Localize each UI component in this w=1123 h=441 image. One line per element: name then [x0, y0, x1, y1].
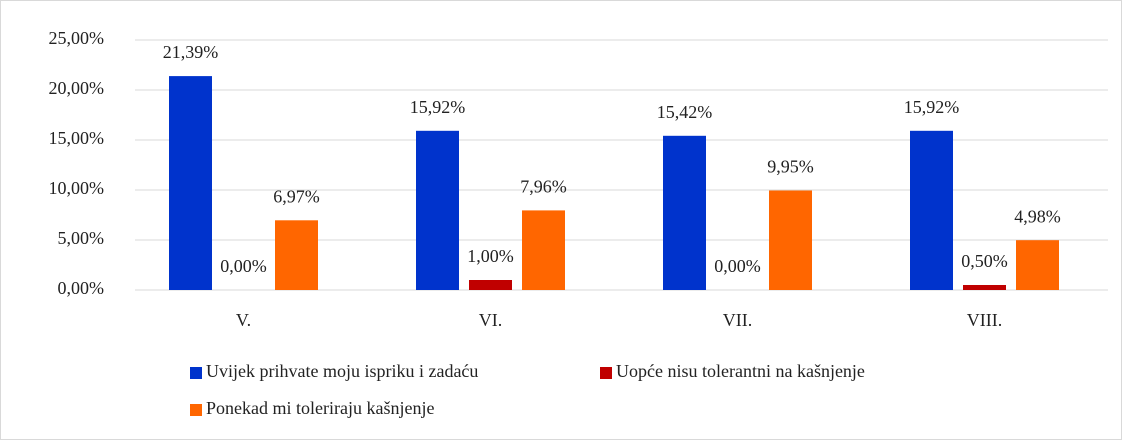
data-label: 15,92% — [410, 97, 466, 117]
legend-label: Ponekad mi toleriraju kašnjenje — [206, 398, 434, 418]
legend-label: Uvijek prihvate moju ispriku i zadaću — [206, 361, 478, 381]
data-label: 1,00% — [467, 246, 514, 266]
data-label: 4,98% — [1014, 206, 1061, 226]
bar — [963, 285, 1006, 290]
legend-swatch — [600, 367, 612, 379]
bar — [1016, 240, 1059, 290]
data-label: 0,50% — [961, 251, 1008, 271]
bar — [416, 130, 459, 290]
y-tick-label: 25,00% — [49, 28, 105, 48]
data-label: 7,96% — [520, 177, 567, 197]
data-label: 9,95% — [767, 157, 814, 177]
x-tick-label: VII. — [723, 310, 753, 330]
bar — [275, 220, 318, 290]
legend-swatch — [190, 404, 202, 416]
bar — [169, 76, 212, 290]
data-label: 21,39% — [163, 42, 219, 62]
data-label: 15,42% — [657, 102, 713, 122]
data-label: 15,92% — [904, 97, 960, 117]
y-tick-label: 20,00% — [49, 78, 105, 98]
bar — [663, 135, 706, 290]
y-tick-label: 15,00% — [49, 128, 105, 148]
legend-swatch — [190, 367, 202, 379]
legend-label: Uopće nisu tolerantni na kašnjenje — [616, 361, 865, 381]
x-tick-label: VI. — [479, 310, 503, 330]
bar — [522, 210, 565, 290]
y-tick-label: 0,00% — [58, 278, 105, 298]
data-label: 0,00% — [714, 256, 761, 276]
x-tick-label: VIII. — [967, 310, 1002, 330]
bar — [769, 190, 812, 290]
data-label: 0,00% — [220, 256, 267, 276]
x-tick-label: V. — [236, 310, 251, 330]
bar — [469, 280, 512, 290]
data-label: 6,97% — [273, 186, 320, 206]
y-tick-label: 5,00% — [58, 228, 105, 248]
y-tick-label: 10,00% — [49, 178, 105, 198]
bar — [910, 130, 953, 290]
